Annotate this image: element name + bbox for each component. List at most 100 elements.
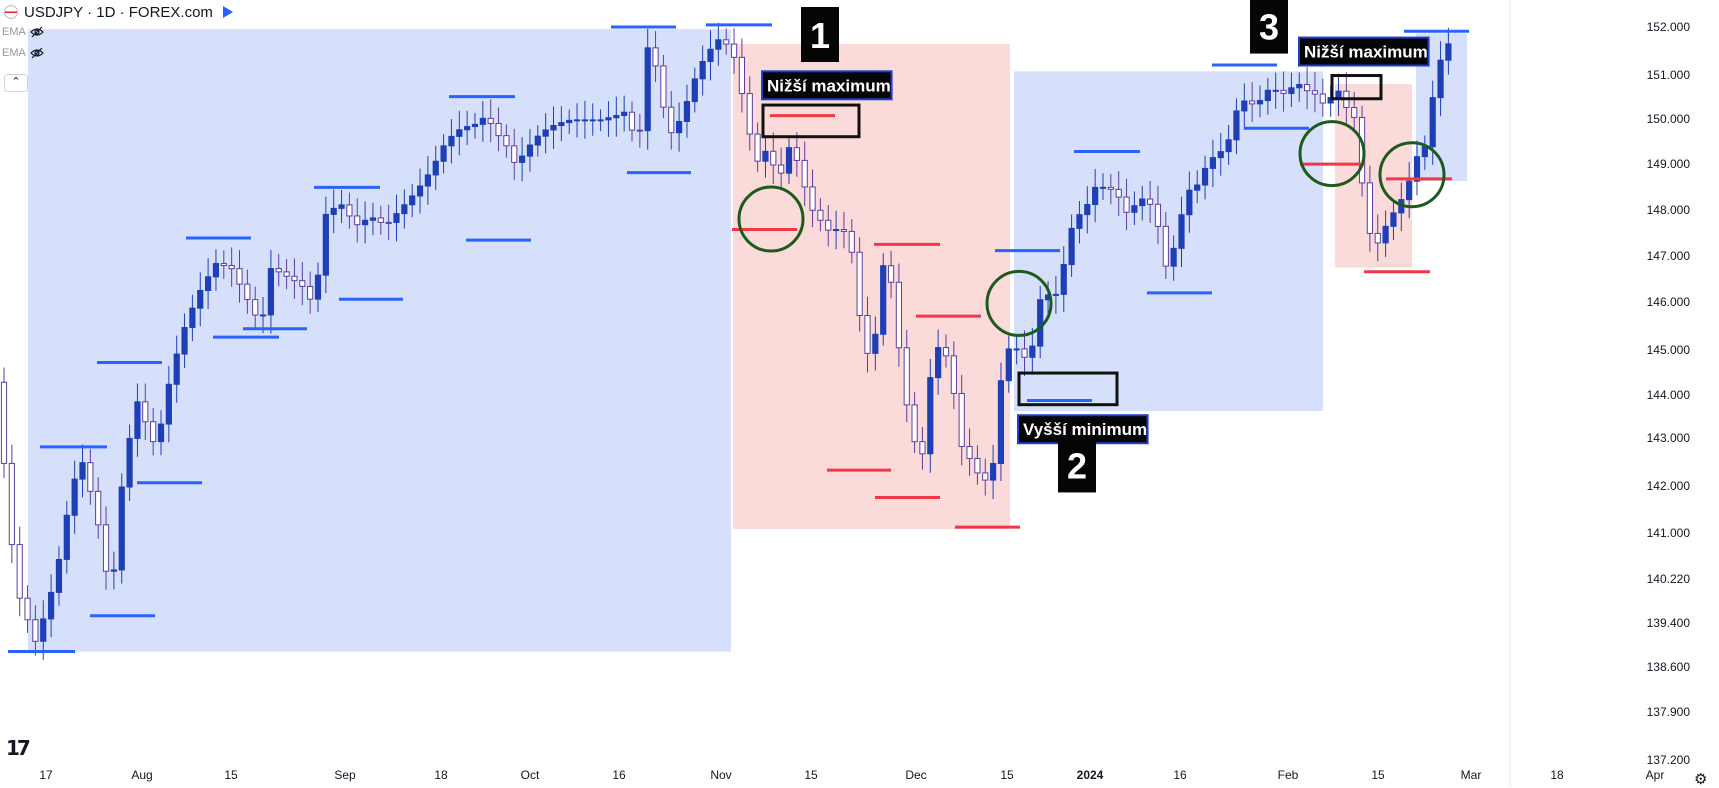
bookmark-flag-icon[interactable] xyxy=(222,6,233,18)
candle-body xyxy=(1154,203,1162,227)
currency-flag-icon xyxy=(4,5,18,19)
time-tick-label: Dec xyxy=(905,768,926,782)
settings-gear-icon[interactable]: ⚙ xyxy=(1694,771,1708,788)
time-tick-label: 16 xyxy=(1173,768,1187,782)
candle-body xyxy=(511,145,518,163)
candle-body xyxy=(942,347,950,357)
candle-body xyxy=(668,106,675,134)
candle-body xyxy=(87,462,94,492)
tradingview-logo: 17 xyxy=(6,736,31,760)
candle-body xyxy=(605,117,612,121)
candle-body xyxy=(550,125,557,131)
candle-body xyxy=(307,285,314,300)
candle-body xyxy=(1445,43,1452,61)
candle-body xyxy=(589,119,596,122)
candle-body xyxy=(8,462,15,546)
candle-body xyxy=(385,221,392,224)
candle-body xyxy=(628,111,636,131)
candle-body xyxy=(1351,107,1358,118)
candle-body xyxy=(369,217,377,221)
symbol-header[interactable]: USDJPY · 1D · FOREX.com xyxy=(0,0,233,24)
eye-off-icon[interactable] xyxy=(29,47,44,59)
candle-body xyxy=(165,383,172,425)
candle-body xyxy=(566,119,573,124)
candle-body xyxy=(495,122,502,137)
annotation-box xyxy=(1330,74,1383,101)
candle-body xyxy=(1296,84,1303,89)
uptrend-region xyxy=(28,29,731,652)
candle-body xyxy=(1099,186,1107,189)
candle-body xyxy=(1335,90,1342,99)
candle-body xyxy=(817,209,824,221)
time-tick-label: 17 xyxy=(39,768,53,782)
candle-body xyxy=(982,472,989,481)
candle-body xyxy=(299,280,306,287)
candle-body xyxy=(597,119,604,122)
candle-body xyxy=(95,490,102,526)
candlesticks xyxy=(0,22,1452,660)
candle-body xyxy=(0,381,8,464)
symbol-title[interactable]: USDJPY · 1D · FOREX.com xyxy=(24,3,213,21)
price-tick-label: 143.000 xyxy=(1647,431,1691,445)
price-tick-label: 141.000 xyxy=(1647,526,1691,540)
candle-body xyxy=(1162,225,1169,267)
time-tick-label: 15 xyxy=(224,768,238,782)
axes: 152.000 151.000 150.000 149.000 148.000 147.0… xyxy=(39,0,1690,786)
candle-body xyxy=(377,217,384,223)
time-tick-label: 2024 xyxy=(1077,768,1104,782)
candle-body xyxy=(40,618,47,642)
candle-body xyxy=(1406,180,1413,201)
candle-body xyxy=(746,93,753,135)
candle-body xyxy=(762,150,769,162)
candle-body xyxy=(1107,186,1114,190)
candle-body xyxy=(1249,100,1256,105)
candle-body xyxy=(464,126,471,131)
candle-body xyxy=(1170,247,1177,267)
indicator-ema-1[interactable]: EMA xyxy=(2,26,44,38)
price-tick-label: 146.000 xyxy=(1647,295,1691,309)
candle-body xyxy=(895,281,902,349)
candle-body xyxy=(754,133,761,162)
collapse-indicators-button[interactable]: ⌃ xyxy=(4,74,28,92)
candle-body xyxy=(542,129,549,137)
candle-body xyxy=(1084,204,1091,216)
candle-body xyxy=(833,229,840,232)
candle-body xyxy=(1139,198,1146,207)
annotations: Nižší maximum Vyšší minimum Nižší maximum 1… xyxy=(737,0,1446,493)
price-tick-label: 149.000 xyxy=(1647,157,1691,171)
candle-body xyxy=(534,135,541,146)
step-number: 3 xyxy=(1259,7,1279,48)
candle-body xyxy=(150,421,157,443)
candle-body xyxy=(212,263,220,278)
time-tick-label: Nov xyxy=(710,768,731,782)
price-tick-label: 144.000 xyxy=(1647,388,1691,402)
candle-body xyxy=(1052,293,1060,296)
downtrend-region xyxy=(1335,83,1412,268)
highlight-circle xyxy=(1378,141,1446,209)
candle-body xyxy=(118,486,125,571)
candle-body xyxy=(1437,59,1444,99)
candle-body xyxy=(715,39,722,50)
candle-body xyxy=(1201,167,1209,186)
candle-body xyxy=(432,160,439,176)
candle-body xyxy=(1272,89,1279,92)
eye-off-icon[interactable] xyxy=(29,26,44,38)
time-tick-label: 15 xyxy=(804,768,818,782)
candle-body xyxy=(1115,188,1122,198)
step-number-box xyxy=(801,7,839,62)
candle-body xyxy=(1280,89,1287,94)
price-tick-label: 145.000 xyxy=(1647,343,1691,357)
candle-body xyxy=(974,457,981,474)
candle-body xyxy=(1194,184,1201,191)
candle-body xyxy=(1233,110,1240,141)
time-tick-label: Mar xyxy=(1461,768,1482,782)
candle-body xyxy=(1123,196,1130,213)
candle-body xyxy=(1005,348,1012,382)
candle-body xyxy=(267,268,274,316)
annotation-label-box xyxy=(761,70,893,101)
candle-body xyxy=(793,147,800,161)
candle-body xyxy=(354,215,361,226)
indicator-ema-2[interactable]: EMA xyxy=(2,47,44,59)
candle-body xyxy=(887,265,895,283)
